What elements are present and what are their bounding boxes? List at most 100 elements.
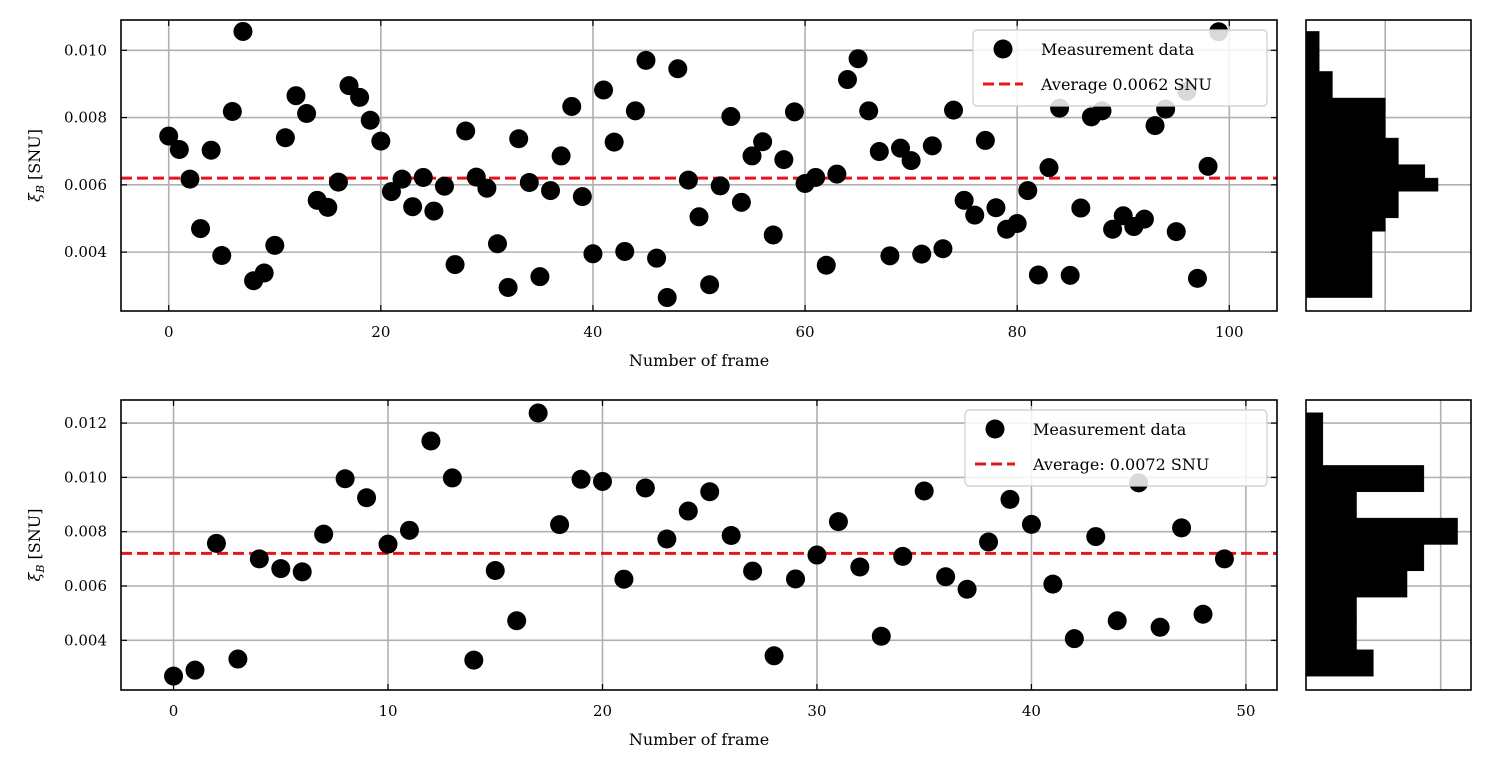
hist-bar (1306, 544, 1425, 572)
legend-marker-points (985, 419, 1005, 439)
data-point (413, 167, 433, 187)
data-point (827, 164, 847, 184)
hist-bar (1306, 438, 1324, 466)
data-point (678, 170, 698, 190)
data-point (271, 559, 291, 579)
hist-bar (1306, 177, 1439, 192)
data-point (1021, 514, 1041, 534)
data-point (456, 121, 476, 141)
data-point (721, 107, 741, 127)
data-point (201, 140, 221, 160)
data-point (297, 104, 317, 124)
hist-bar (1306, 596, 1357, 624)
y-tick-label: 0.008 (64, 109, 107, 127)
data-point (1018, 181, 1038, 201)
data-point (583, 244, 603, 264)
hist-bar (1306, 257, 1373, 272)
hist-bar (1306, 137, 1399, 152)
data-point (1039, 158, 1059, 178)
data-point (1043, 574, 1063, 594)
data-point (636, 50, 656, 70)
data-point (169, 140, 189, 160)
data-point (1193, 604, 1213, 624)
hist-bars (1306, 412, 1458, 677)
data-point (222, 102, 242, 122)
y-axis-label: ξB [SNU] (25, 509, 47, 582)
hist-bar (1306, 111, 1386, 125)
y-tick-label: 0.004 (64, 243, 107, 261)
y-tick-label: 0.008 (64, 523, 107, 541)
data-point (700, 275, 720, 295)
hist-bar (1306, 649, 1374, 677)
data-point (185, 660, 205, 680)
data-point (604, 132, 624, 152)
data-point (403, 197, 423, 217)
data-point (784, 102, 804, 122)
legend-label-average: Average: 0.0072 SNU (1032, 455, 1209, 474)
data-point (965, 205, 985, 225)
data-point (392, 169, 412, 189)
data-point (850, 557, 870, 577)
y-tick-label: 0.010 (64, 468, 107, 486)
legend-marker-points (993, 39, 1013, 59)
data-point (753, 132, 773, 152)
data-point (1000, 489, 1020, 509)
data-point (786, 569, 806, 589)
hist-bar (1306, 517, 1458, 545)
data-point (562, 96, 582, 116)
data-point (912, 244, 932, 264)
data-point (954, 190, 974, 210)
legend-label-points: Measurement data (1041, 40, 1195, 59)
data-point (933, 239, 953, 259)
x-tick-label: 100 (1215, 323, 1244, 341)
data-point (742, 146, 762, 166)
data-point (871, 626, 891, 646)
data-point (228, 649, 248, 669)
data-point (233, 21, 253, 41)
data-point (519, 172, 539, 192)
data-point (710, 176, 730, 196)
data-point (159, 126, 179, 146)
data-point (1028, 265, 1048, 285)
x-tick-label: 0 (169, 702, 179, 720)
hist-bar (1306, 44, 1320, 59)
data-point (678, 501, 698, 521)
data-point (957, 579, 977, 599)
y-axis-label: ξB [SNU] (25, 129, 47, 202)
legend: Measurement data Average 0.0062 SNU (972, 29, 1268, 107)
data-point (550, 515, 570, 535)
data-point (689, 207, 709, 227)
hist-bar (1306, 31, 1320, 46)
data-point (507, 611, 527, 631)
data-point (615, 241, 635, 261)
data-point (764, 646, 784, 666)
data-point (477, 178, 497, 198)
data-point (360, 110, 380, 130)
legend-box (964, 409, 1268, 487)
hist-bar (1306, 491, 1357, 519)
data-point (806, 167, 826, 187)
hist-bar (1306, 231, 1373, 245)
data-point (1060, 265, 1080, 285)
data-point (275, 128, 295, 148)
data-point (975, 130, 995, 150)
x-tick-label: 20 (593, 702, 612, 720)
data-point (249, 549, 269, 569)
data-point (848, 49, 868, 69)
hist-bar (1306, 284, 1373, 298)
data-point (763, 225, 783, 245)
data-point (1107, 611, 1127, 631)
hist-bar (1306, 71, 1333, 86)
data-point (164, 666, 184, 686)
data-point (731, 192, 751, 212)
data-point (1187, 268, 1207, 288)
data-point (421, 431, 441, 451)
data-point (914, 481, 934, 501)
hist-bar (1306, 623, 1357, 651)
data-point (721, 525, 741, 545)
data-point (891, 138, 911, 158)
x-axis-label: Number of frame (629, 351, 769, 370)
data-point (328, 172, 348, 192)
data-point (286, 86, 306, 106)
chart-panel-1: 0 20 40 60 80 100 0.004 0.006 0.008 0.010 Number o… (25, 19, 1472, 370)
